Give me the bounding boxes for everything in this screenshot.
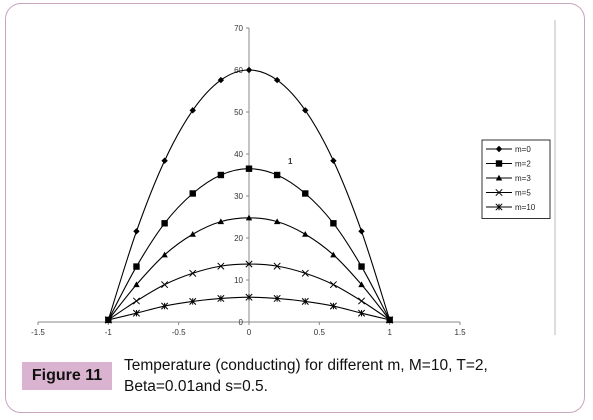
x-marker-stroke <box>357 297 366 305</box>
data-point <box>189 297 197 305</box>
data-point <box>217 171 225 179</box>
y-tick-label: 60 <box>234 66 243 75</box>
series-m=10 <box>104 293 394 324</box>
x-marker-stroke <box>245 260 253 268</box>
data-point <box>358 263 365 270</box>
x-tick-label: -1 <box>105 328 113 337</box>
x-marker-stroke <box>132 297 141 305</box>
x-marker-stroke <box>495 188 503 197</box>
x-tick-label: -0.5 <box>172 328 186 337</box>
data-point <box>133 281 140 288</box>
legend-marker <box>495 188 503 197</box>
data-point <box>189 231 196 237</box>
y-tick-label: 30 <box>234 192 243 201</box>
data-point <box>161 251 168 258</box>
data-point <box>329 281 337 289</box>
y-tick-label: 10 <box>234 276 243 285</box>
data-point <box>358 281 365 288</box>
data-point <box>358 228 365 235</box>
data-point <box>245 66 253 74</box>
data-point <box>330 251 337 258</box>
data-point <box>132 297 141 305</box>
data-point <box>133 263 140 270</box>
x-tick-label: 1 <box>387 328 392 337</box>
data-point <box>189 269 197 277</box>
data-point <box>161 220 168 227</box>
data-point <box>330 220 337 227</box>
chart-annotation: 1 <box>288 157 293 166</box>
x-marker-stroke <box>189 269 197 277</box>
x-tick-label: 1.5 <box>454 328 466 337</box>
data-point <box>245 165 253 172</box>
figure-label: Figure 11 <box>22 362 112 390</box>
data-point <box>132 309 141 317</box>
data-point <box>245 260 253 268</box>
y-tick-label: 0 <box>239 318 244 327</box>
legend-marker <box>495 174 503 181</box>
data-point <box>357 309 366 317</box>
data-point <box>273 294 281 303</box>
data-point <box>273 262 281 270</box>
x-tick-label: 0 <box>247 328 252 337</box>
data-point <box>217 262 225 270</box>
x-tick-label: -1.5 <box>31 328 45 337</box>
data-point <box>357 297 366 305</box>
chart-legend: m=0 m=2 m=3 m=5 m=10 <box>481 139 551 219</box>
legend-item: m=3 <box>486 174 531 183</box>
data-point <box>302 231 309 237</box>
legend-label: m=0 <box>515 145 531 154</box>
x-marker-stroke <box>161 281 169 289</box>
data-point <box>189 107 196 114</box>
legend-marker <box>495 160 503 167</box>
legend-label: m=3 <box>515 174 531 183</box>
data-point <box>245 214 253 221</box>
legend-item: m=2 <box>486 160 531 169</box>
data-point <box>161 281 169 289</box>
figure-caption: Temperature (conducting) for different m… <box>124 357 488 395</box>
data-point <box>329 302 337 310</box>
data-point <box>386 316 394 324</box>
data-point <box>245 293 253 301</box>
x-marker-stroke <box>217 262 225 270</box>
x-marker-stroke <box>301 269 309 277</box>
data-point <box>217 294 225 303</box>
y-tick-label: 50 <box>234 108 243 117</box>
series-m=5 <box>104 260 394 324</box>
data-point <box>330 157 337 164</box>
chart-series <box>104 66 394 324</box>
legend-marker <box>495 145 503 153</box>
legend-item: m=5 <box>486 189 531 198</box>
legend-item: m=10 <box>486 203 536 212</box>
data-point <box>302 190 309 197</box>
y-tick-label: 20 <box>234 234 243 243</box>
data-point <box>301 297 309 305</box>
legend-label: m=2 <box>515 160 531 169</box>
data-point <box>273 76 281 84</box>
data-point <box>133 228 140 235</box>
data-point <box>273 171 281 179</box>
data-point <box>301 269 309 277</box>
data-point <box>161 157 168 164</box>
legend-marker <box>495 203 503 211</box>
legend-box <box>481 139 551 219</box>
series-m=2 <box>105 165 393 324</box>
data-point <box>217 218 225 225</box>
data-point <box>161 302 169 310</box>
y-tick-label: 40 <box>234 150 243 159</box>
x-marker-stroke <box>329 281 337 289</box>
x-tick-label: 0.5 <box>314 328 326 337</box>
legend-label: m=5 <box>515 189 531 198</box>
chart-axes: 0 10 20 30 40 50 60 70 -1.5 -1 -0.5 0 0.5 1 1.5 1 <box>31 20 556 337</box>
data-point <box>302 107 309 114</box>
legend-label: m=10 <box>515 203 536 212</box>
legend-item: m=0 <box>486 145 531 154</box>
y-tick-label: 70 <box>234 24 243 33</box>
data-point <box>104 316 112 324</box>
data-point <box>273 218 281 225</box>
data-point <box>189 190 196 197</box>
data-point <box>217 76 225 84</box>
x-marker-stroke <box>273 262 281 270</box>
